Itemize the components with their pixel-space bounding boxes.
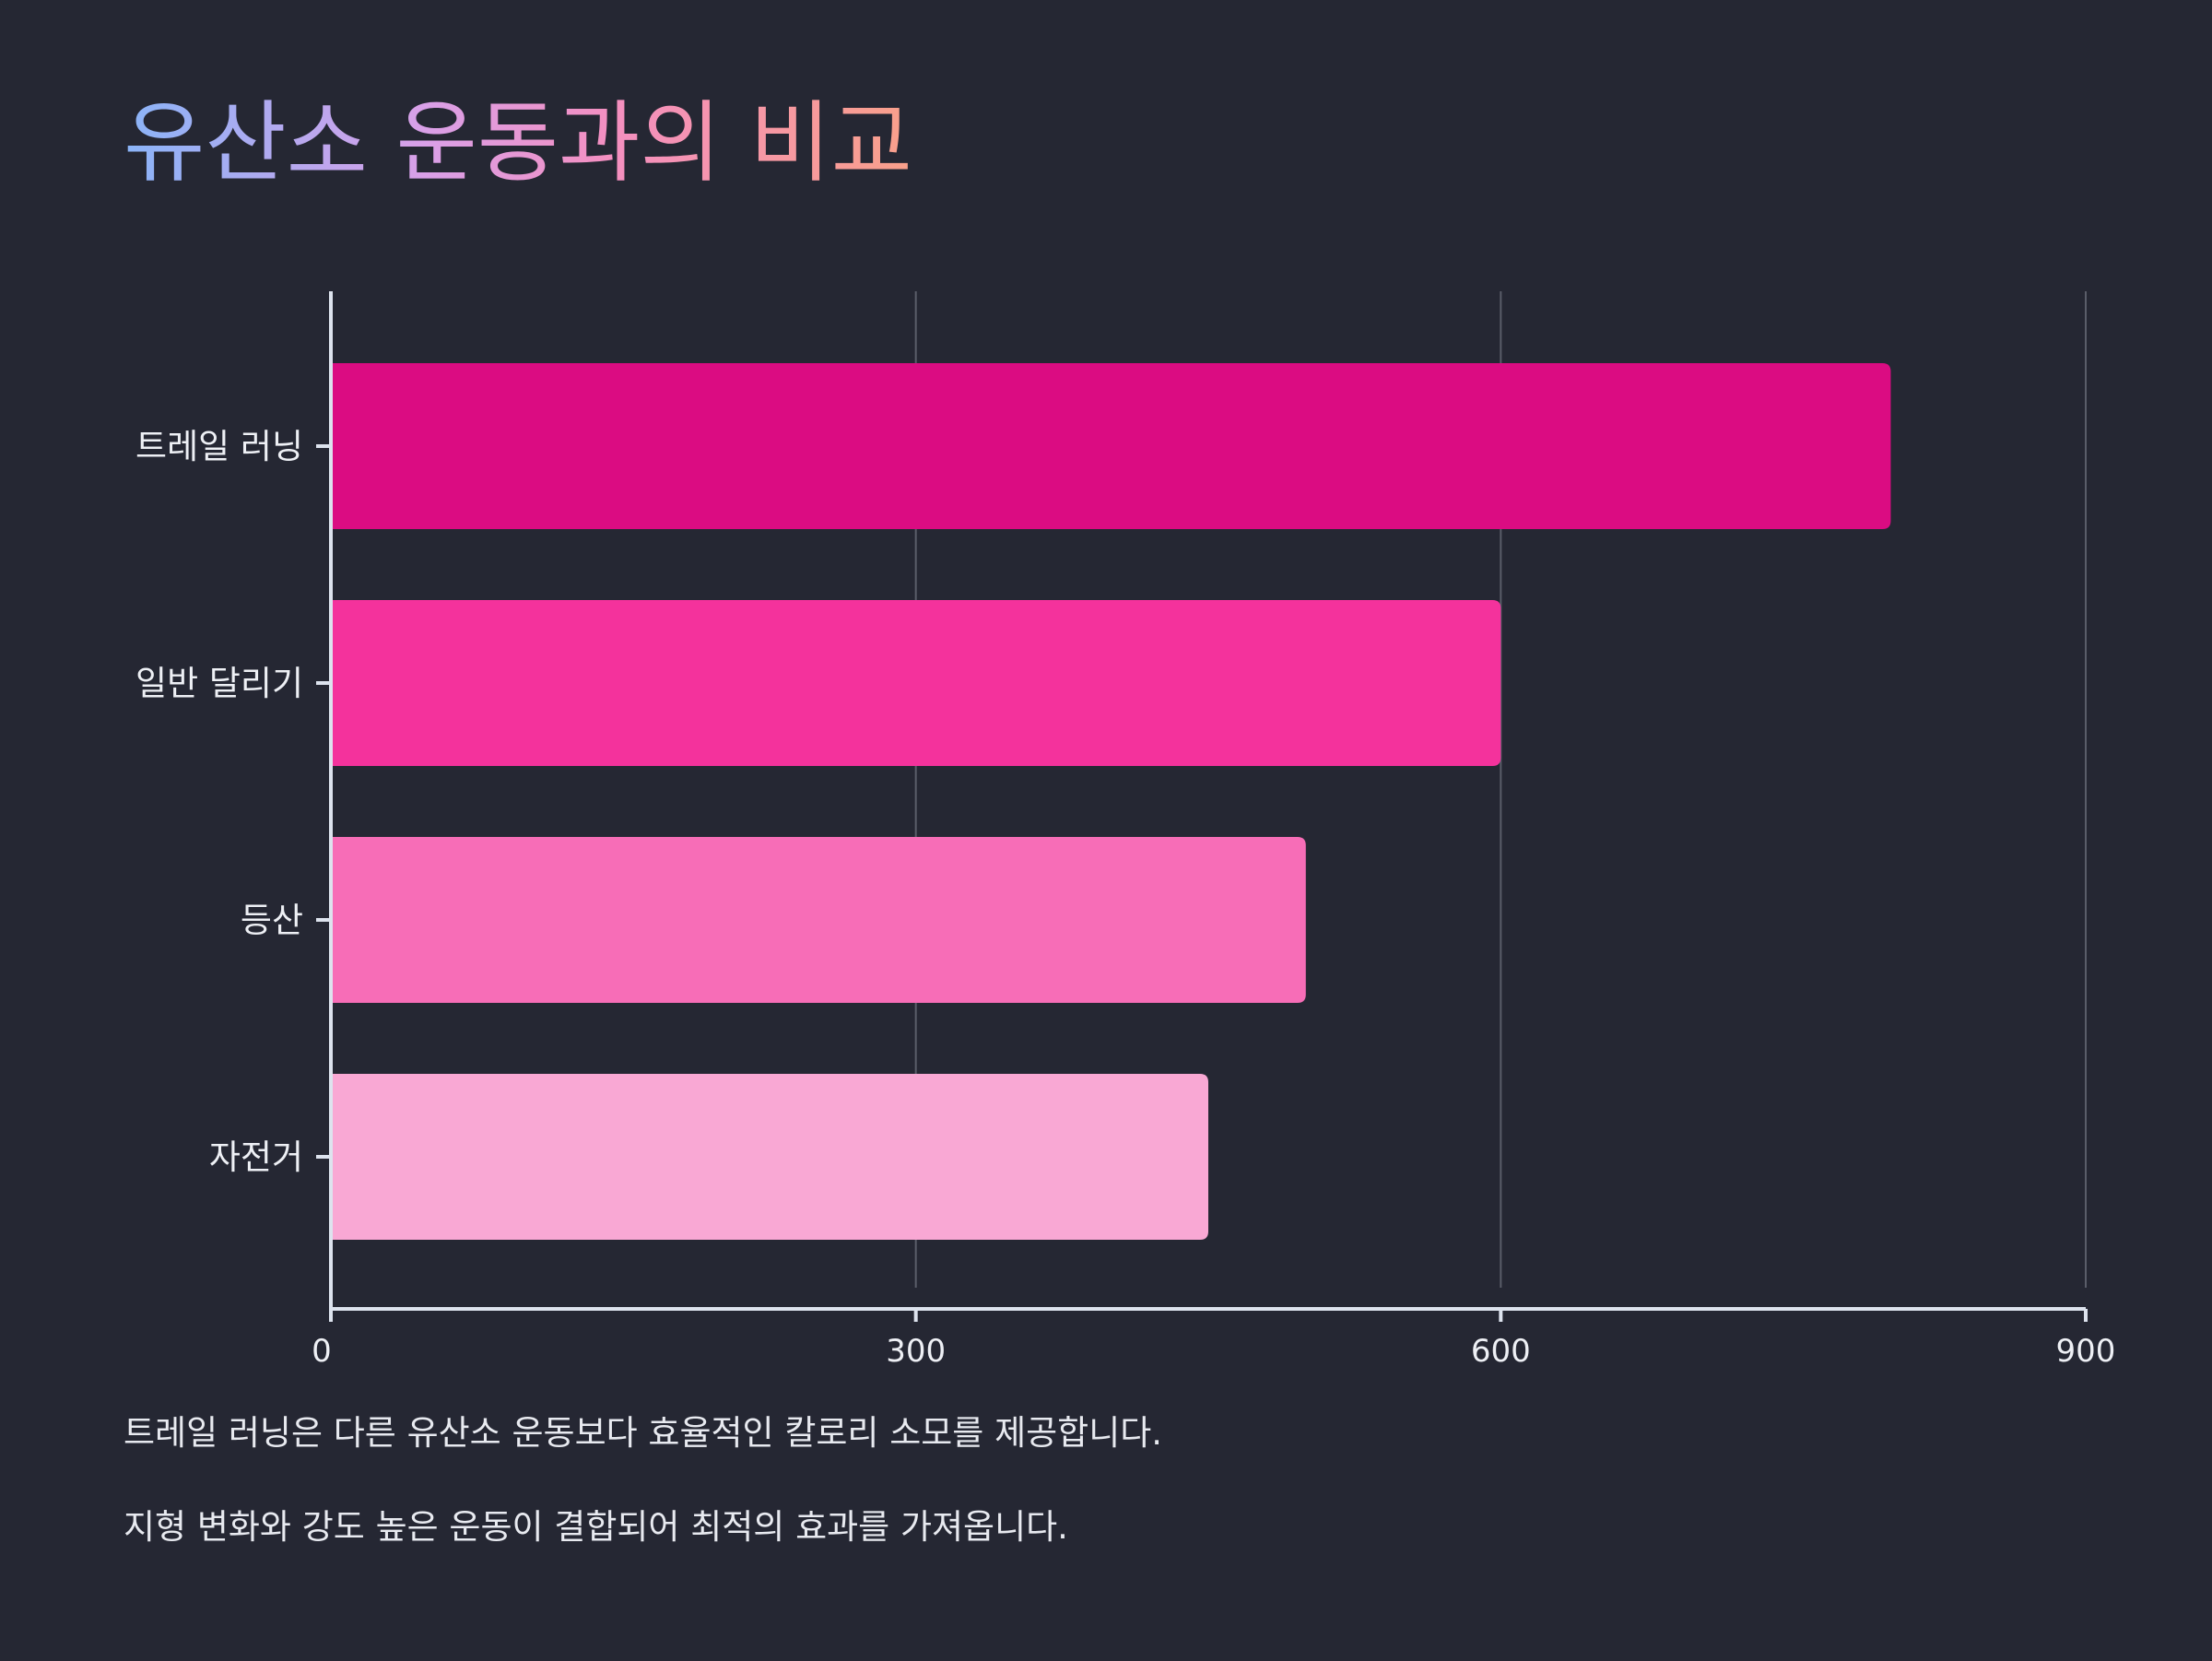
x-tick-label-0: 0 [312,1333,332,1370]
chart-title: 유산소 운동과의 비교 [124,90,912,196]
y-tick-label-3: 등산 [241,901,303,940]
note-2: 지형 변화와 강도 높은 운동이 결합되어 최적의 효과를 가져옵니다. [124,1507,1068,1547]
x-tick-label-600: 600 [1471,1333,1531,1370]
x-tick-label-900: 900 [2056,1333,2116,1370]
x-tick-label-300: 300 [886,1333,946,1370]
y-tick-label-4: 자전거 [209,1137,303,1177]
bars [332,363,1891,1240]
chart-notes: 트레일 러닝은 다른 유산소 운동보다 효율적인 칼로리 소모를 제공합니다. … [124,1413,1162,1548]
y-tick-label-2: 일반 달리기 [135,664,303,703]
y-tick-label-1: 트레일 러닝 [135,427,303,466]
bar-3 [332,837,1306,1003]
axes [316,291,2088,1322]
note-1: 트레일 러닝은 다른 유산소 운동보다 효율적인 칼로리 소모를 제공합니다. [124,1413,1163,1453]
bar-2 [332,600,1501,766]
bar-4 [332,1074,1208,1240]
bar-1 [332,363,1891,529]
